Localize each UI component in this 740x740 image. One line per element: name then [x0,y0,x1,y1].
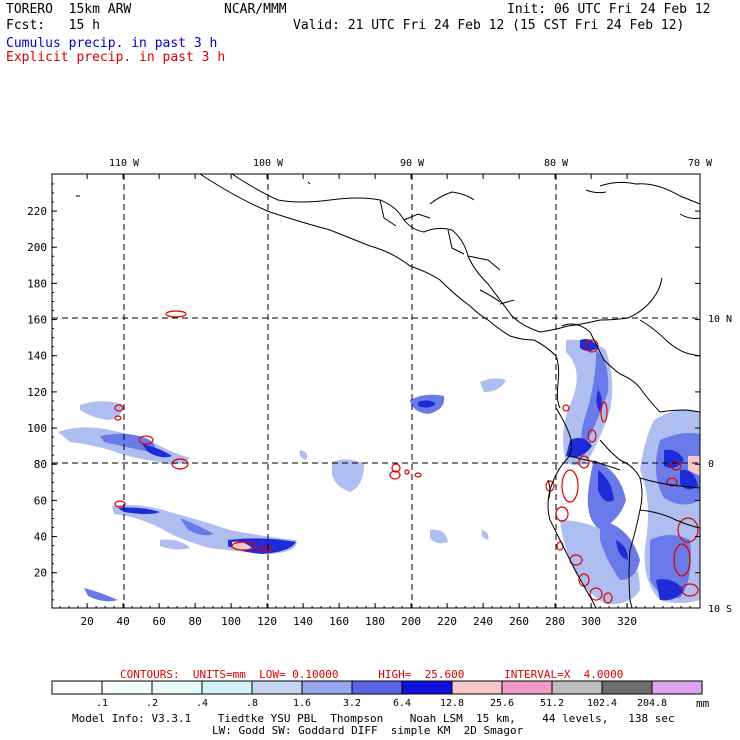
y-tick-label: 140 [27,350,47,363]
x-axis-ticks: 20 40 60 80 100 120 140 160 180 200 220 240 260 280 30… [59,174,691,628]
precip-patch [598,470,614,502]
x-tick-label: 260 [509,615,529,628]
x-tick-label: 100 [221,615,241,628]
colorbar-units: mm [696,697,710,710]
latitude-labels: 10 N 0 10 S [708,314,732,615]
precip-patch [664,449,684,468]
y-tick-label: 40 [34,531,47,544]
x-tick-label: 60 [152,615,165,628]
x-tick-label: 300 [581,615,601,628]
precip-patch [480,378,506,392]
y-tick-label: 100 [27,422,47,435]
precip-patch [332,459,364,492]
precip-patch [580,339,598,351]
lat-label: 0 [708,459,714,470]
precip-patch [581,350,609,444]
precip-patch [596,390,602,412]
precip-patch [680,469,698,490]
precip-patch [430,529,448,544]
y-tick-label: 220 [27,205,47,218]
x-tick-label: 240 [473,615,493,628]
precip-patch [688,456,700,476]
precip-patch [100,433,155,452]
precip-patch [299,450,308,460]
x-tick-label: 120 [257,615,277,628]
model-title: TORERO 15km ARW [6,2,132,17]
precip-patch [418,400,436,408]
coastlines [76,173,701,609]
x-tick-label: 40 [116,615,129,628]
y-tick-label: 80 [34,458,47,471]
y-tick-label: 60 [34,494,47,507]
precip-patch [180,518,214,536]
explicit-field-label: Explicit precip. in past 3 h [6,50,226,65]
lon-label: 70 W [688,158,713,169]
precip-patch [232,541,252,550]
lat-label: 10 S [708,604,732,615]
precip-patch [616,540,628,560]
model-info: Model Info: V3.3.1 Tiedtke YSU PBL Thomp… [72,712,675,725]
precip-patch [84,588,118,602]
valid-time: Valid: 21 UTC Fri 24 Feb 12 (15 CST Fri … [293,18,685,33]
precip-patch [160,539,190,550]
precip-patch [481,530,489,540]
y-axis-ticks: 20 40 60 80 100 120 140 160 180 200 220 [27,183,700,601]
x-tick-label: 160 [329,615,349,628]
lon-label: 80 W [544,158,569,169]
map-frame [51,173,701,609]
x-tick-label: 140 [293,615,313,628]
cumulus-field-label: Cumulus precip. in past 3 h [6,36,218,51]
x-tick-label: 200 [401,615,421,628]
init-time: Init: 06 UTC Fri 24 Feb 12 [507,2,711,17]
lon-label: 110 W [109,158,140,169]
lat-label: 10 N [708,314,732,325]
precip-patch [142,444,172,458]
precip-patch [656,579,684,601]
x-tick-label: 180 [365,615,385,628]
precip-shading [58,339,700,605]
lon-label: 90 W [400,158,425,169]
x-tick-label: 20 [80,615,93,628]
x-tick-label: 280 [545,615,565,628]
y-tick-label: 120 [27,386,47,399]
x-tick-label: 220 [437,615,457,628]
y-tick-label: 200 [27,241,47,254]
longitude-labels: 110 W 100 W 90 W 80 W 70 W [109,158,713,169]
forecast-hour: Fcst: 15 h [6,18,100,33]
x-tick-label: 80 [188,615,201,628]
y-tick-label: 180 [27,277,47,290]
lon-label: 100 W [253,158,284,169]
precip-patch [80,401,123,420]
contours-info: CONTOURS: UNITS=mm LOW= 0.10000 HIGH= 25… [120,668,624,681]
precip-patch [566,438,592,458]
precip-patch [118,507,160,514]
organization-label: NCAR/MMM [224,2,287,17]
x-tick-label: 320 [617,615,637,628]
latlon-grid [52,174,700,608]
y-tick-label: 20 [34,567,47,580]
model-info-line2: LW: Godd SW: Goddard DIFF simple KM 2D S… [212,724,524,737]
y-tick-label: 160 [27,314,47,327]
